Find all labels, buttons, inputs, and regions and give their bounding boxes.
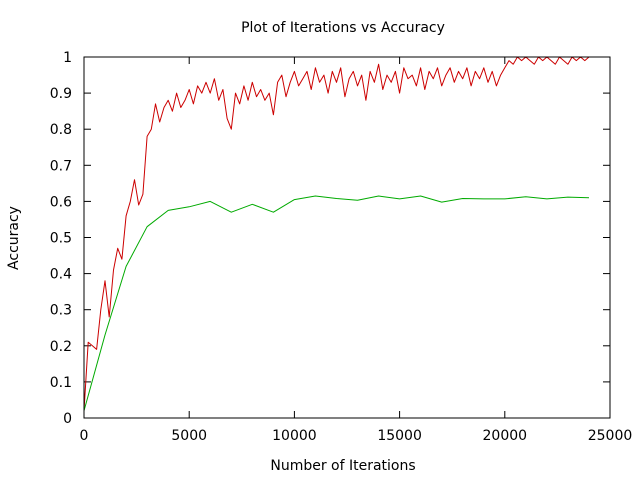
x-tick-label: 5000: [171, 428, 207, 444]
y-tick-label: 0: [63, 411, 72, 427]
y-tick-label: 0.6: [50, 194, 72, 210]
y-tick-label: 0.2: [50, 339, 72, 355]
y-tick-label: 0.9: [50, 86, 72, 102]
y-tick-label: 0.8: [50, 122, 72, 138]
x-axis-label: Number of Iterations: [270, 458, 415, 474]
series-line-green: [83, 195, 590, 411]
y-tick-label: 0.4: [50, 267, 72, 283]
axis-ticks: 0 5000 10000 15000 20000 25000 0 0.1 0.2 0.3 0.4 0.…: [50, 50, 633, 444]
x-tick-label: 10000: [272, 428, 317, 444]
x-tick-label: 15000: [377, 428, 422, 444]
x-tick-label: 20000: [483, 428, 528, 444]
series-group: [83, 56, 590, 411]
y-tick-label: 0.7: [50, 158, 72, 174]
y-tick-label: 0.3: [50, 303, 72, 319]
chart-title: Plot of Iterations vs Accuracy: [241, 20, 445, 36]
series-line-red: [83, 56, 590, 411]
x-tick-label: 25000: [588, 428, 633, 444]
y-tick-label: 1: [63, 50, 72, 66]
y-axis-label: Accuracy: [6, 206, 22, 270]
x-tick-label: 0: [80, 428, 89, 444]
y-tick-label: 0.5: [50, 231, 72, 247]
plot-frame: [83, 56, 611, 419]
y-tick-label: 0.1: [50, 375, 72, 391]
